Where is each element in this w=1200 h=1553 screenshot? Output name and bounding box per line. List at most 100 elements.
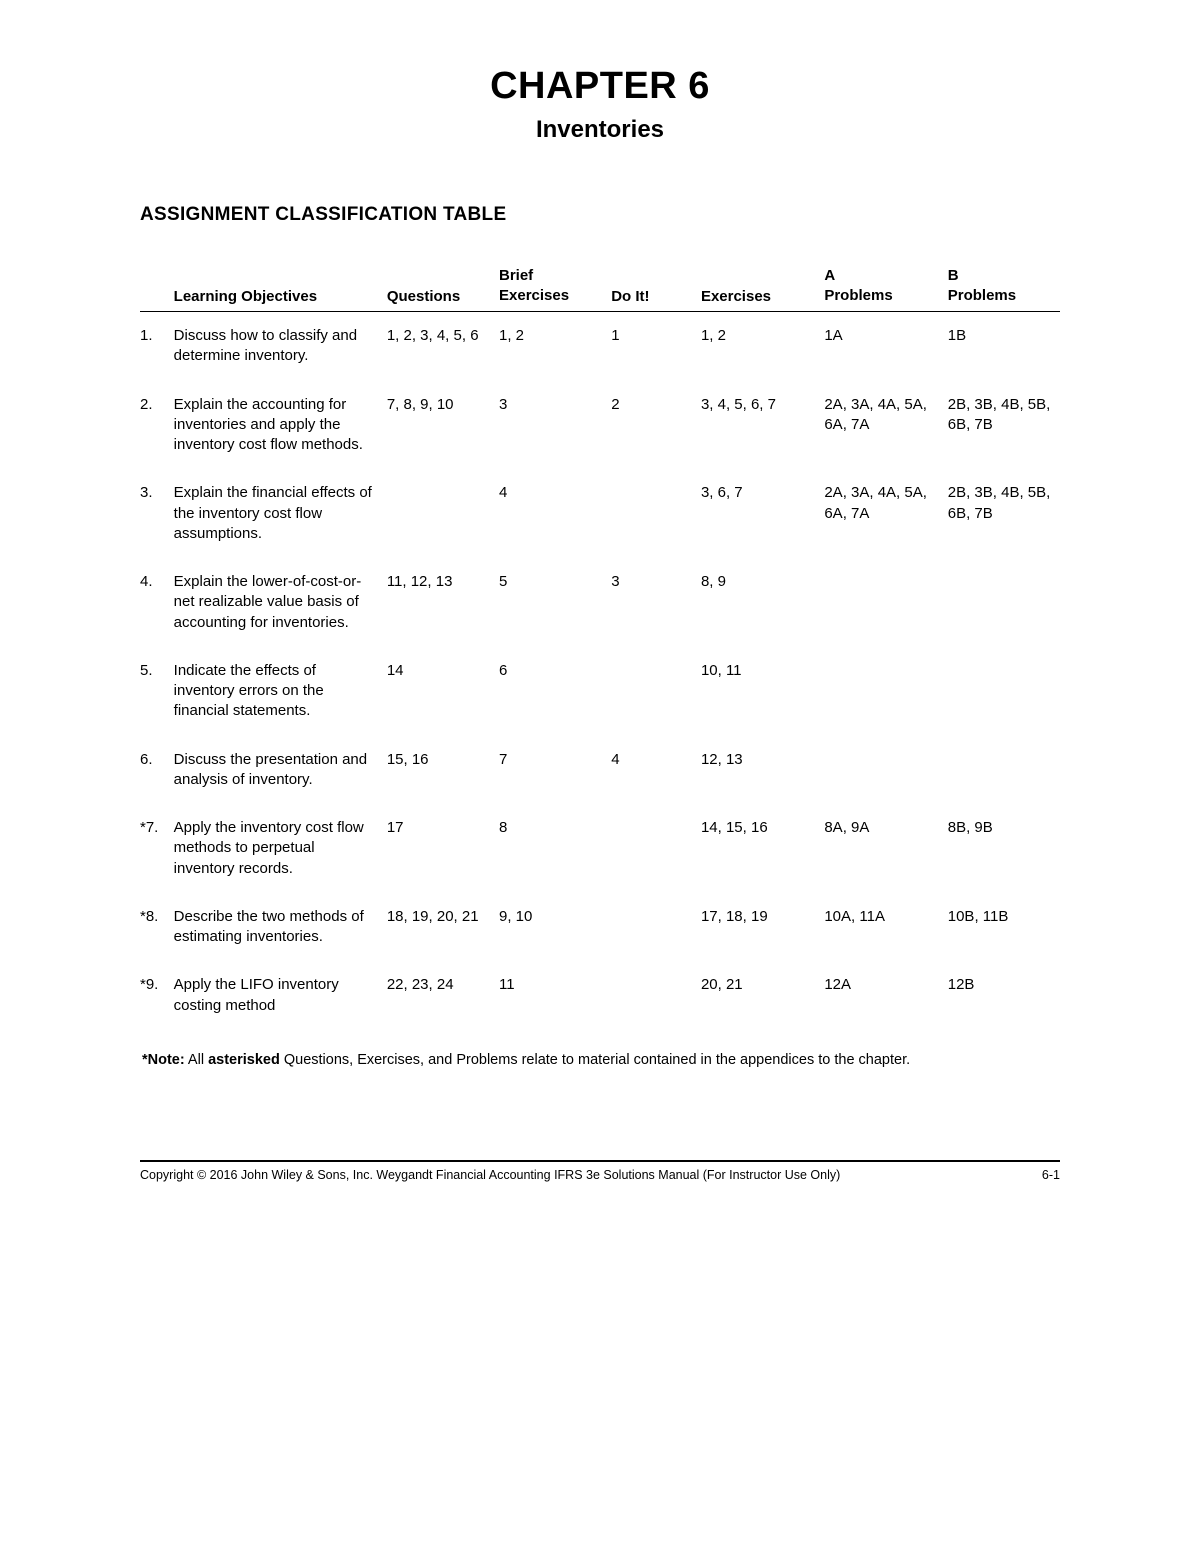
header-aprob: A Problems <box>824 266 947 312</box>
cell-exercises: 20, 21 <box>701 961 824 1030</box>
cell-doit: 2 <box>611 381 701 470</box>
cell-questions <box>387 469 499 558</box>
cell-exercises: 3, 4, 5, 6, 7 <box>701 381 824 470</box>
cell-exercises: 10, 11 <box>701 647 824 736</box>
cell-exercises: 1, 2 <box>701 312 824 381</box>
cell-objective: Apply the inventory cost flow methods to… <box>174 804 387 893</box>
cell-brief: 11 <box>499 961 611 1030</box>
header-bprob: B Problems <box>948 266 1060 312</box>
cell-exercises: 17, 18, 19 <box>701 893 824 962</box>
footnote: *Note: All asterisked Questions, Exercis… <box>140 1050 1060 1070</box>
cell-brief: 7 <box>499 736 611 805</box>
cell-exercises: 8, 9 <box>701 558 824 647</box>
note-body1: All <box>185 1052 208 1068</box>
cell-doit: 1 <box>611 312 701 381</box>
table-row: 4.Explain the lower-of-cost-or-net reali… <box>140 558 1060 647</box>
table-row: 5.Indicate the effects of inventory erro… <box>140 647 1060 736</box>
header-bprob-bottom: Problems <box>948 287 1016 304</box>
table-row: *7.Apply the inventory cost flow methods… <box>140 804 1060 893</box>
cell-aprob: 2A, 3A, 4A, 5A, 6A, 7A <box>824 469 947 558</box>
note-bold: asterisked <box>208 1052 280 1068</box>
cell-doit <box>611 647 701 736</box>
section-title: ASSIGNMENT CLASSIFICATION TABLE <box>140 204 1060 226</box>
cell-brief: 4 <box>499 469 611 558</box>
header-aprob-bottom: Problems <box>824 287 892 304</box>
cell-aprob: 8A, 9A <box>824 804 947 893</box>
cell-bprob <box>948 558 1060 647</box>
footer-right: 6-1 <box>1042 1168 1060 1182</box>
cell-objective: Explain the financial effects of the inv… <box>174 469 387 558</box>
cell-bprob: 1B <box>948 312 1060 381</box>
chapter-title: CHAPTER 6 <box>140 65 1060 108</box>
cell-questions: 22, 23, 24 <box>387 961 499 1030</box>
cell-objective: Indicate the effects of inventory errors… <box>174 647 387 736</box>
cell-num: 3. <box>140 469 174 558</box>
cell-objective: Discuss how to classify and determine in… <box>174 312 387 381</box>
header-brief: Brief Exercises <box>499 266 611 312</box>
cell-exercises: 12, 13 <box>701 736 824 805</box>
cell-bprob <box>948 647 1060 736</box>
cell-aprob <box>824 647 947 736</box>
cell-num: *9. <box>140 961 174 1030</box>
cell-doit: 3 <box>611 558 701 647</box>
cell-doit <box>611 469 701 558</box>
cell-doit: 4 <box>611 736 701 805</box>
page-footer: Copyright © 2016 John Wiley & Sons, Inc.… <box>140 1160 1060 1182</box>
cell-num: *7. <box>140 804 174 893</box>
footer-left: Copyright © 2016 John Wiley & Sons, Inc.… <box>140 1168 840 1182</box>
cell-questions: 15, 16 <box>387 736 499 805</box>
cell-questions: 17 <box>387 804 499 893</box>
cell-questions: 11, 12, 13 <box>387 558 499 647</box>
header-brief-top: Brief <box>499 267 533 284</box>
header-doit: Do It! <box>611 266 701 312</box>
note-prefix: *Note: <box>142 1052 185 1068</box>
cell-aprob: 1A <box>824 312 947 381</box>
cell-doit <box>611 804 701 893</box>
header-objectives: Learning Objectives <box>174 266 387 312</box>
cell-brief: 8 <box>499 804 611 893</box>
cell-num: 1. <box>140 312 174 381</box>
table-row: *8.Describe the two methods of estimatin… <box>140 893 1060 962</box>
cell-bprob: 12B <box>948 961 1060 1030</box>
cell-bprob: 2B, 3B, 4B, 5B, 6B, 7B <box>948 469 1060 558</box>
cell-brief: 1, 2 <box>499 312 611 381</box>
cell-objective: Explain the lower-of-cost-or-net realiza… <box>174 558 387 647</box>
table-row: 3.Explain the financial effects of the i… <box>140 469 1060 558</box>
cell-objective: Apply the LIFO inventory costing method <box>174 961 387 1030</box>
cell-num: 5. <box>140 647 174 736</box>
header-aprob-top: A <box>824 267 835 284</box>
table-row: 1.Discuss how to classify and determine … <box>140 312 1060 381</box>
cell-bprob <box>948 736 1060 805</box>
cell-exercises: 14, 15, 16 <box>701 804 824 893</box>
table-row: 2.Explain the accounting for inventories… <box>140 381 1060 470</box>
header-blank <box>140 266 174 312</box>
cell-aprob <box>824 736 947 805</box>
header-bprob-top: B <box>948 267 959 284</box>
table-row: 6.Discuss the presentation and analysis … <box>140 736 1060 805</box>
cell-brief: 3 <box>499 381 611 470</box>
chapter-subtitle: Inventories <box>140 116 1060 144</box>
note-rest: Questions, Exercises, and Problems relat… <box>280 1052 910 1068</box>
cell-doit <box>611 893 701 962</box>
cell-brief: 9, 10 <box>499 893 611 962</box>
header-exercises: Exercises <box>701 266 824 312</box>
cell-num: 2. <box>140 381 174 470</box>
cell-aprob: 2A, 3A, 4A, 5A, 6A, 7A <box>824 381 947 470</box>
classification-table: Learning Objectives Questions Brief Exer… <box>140 266 1060 1030</box>
cell-num: 6. <box>140 736 174 805</box>
cell-brief: 6 <box>499 647 611 736</box>
cell-bprob: 8B, 9B <box>948 804 1060 893</box>
cell-aprob: 10A, 11A <box>824 893 947 962</box>
cell-num: *8. <box>140 893 174 962</box>
cell-doit <box>611 961 701 1030</box>
table-row: *9.Apply the LIFO inventory costing meth… <box>140 961 1060 1030</box>
cell-exercises: 3, 6, 7 <box>701 469 824 558</box>
cell-aprob: 12A <box>824 961 947 1030</box>
cell-num: 4. <box>140 558 174 647</box>
cell-objective: Discuss the presentation and analysis of… <box>174 736 387 805</box>
cell-questions: 7, 8, 9, 10 <box>387 381 499 470</box>
cell-questions: 1, 2, 3, 4, 5, 6 <box>387 312 499 381</box>
cell-bprob: 2B, 3B, 4B, 5B, 6B, 7B <box>948 381 1060 470</box>
cell-bprob: 10B, 11B <box>948 893 1060 962</box>
cell-aprob <box>824 558 947 647</box>
